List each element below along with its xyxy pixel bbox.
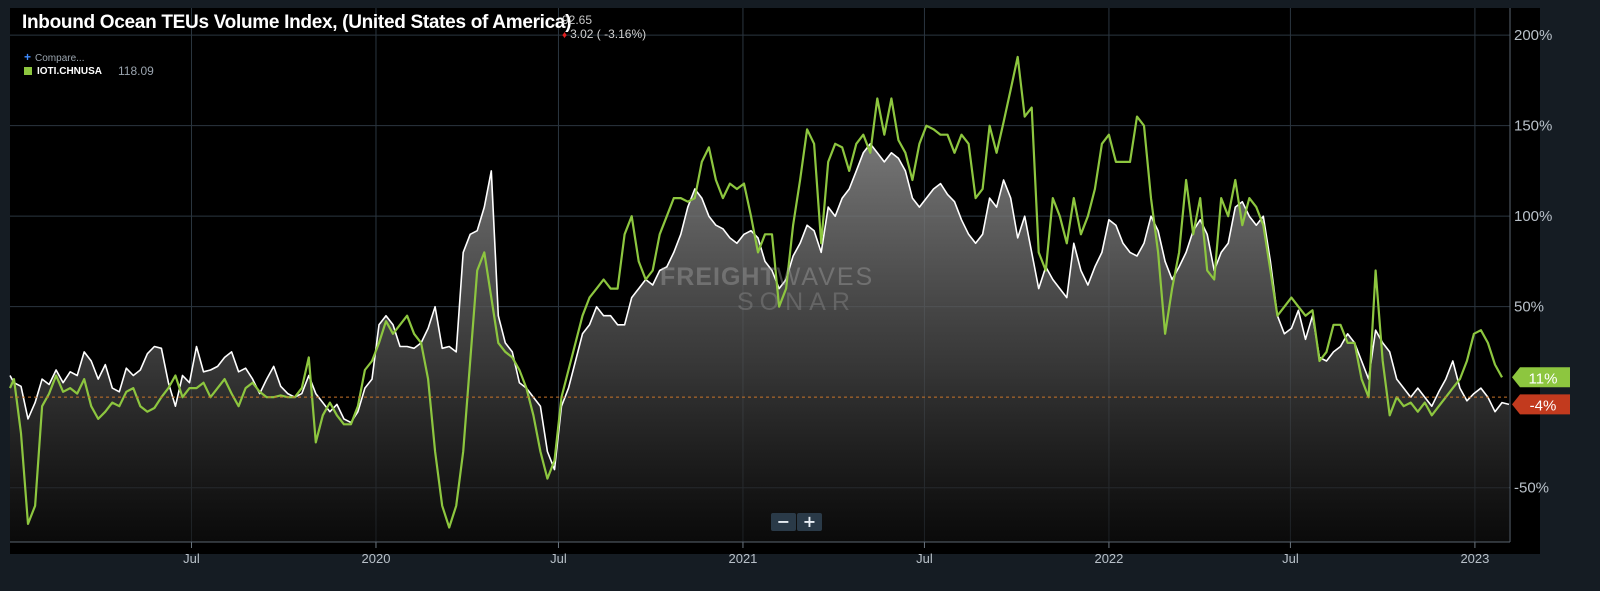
legend-swatch (24, 67, 32, 75)
x-tick-label: 2022 (1094, 551, 1123, 566)
end-value-text: 11% (1529, 370, 1558, 387)
plus-icon: + (24, 50, 32, 64)
y-tick-label: -50% (1514, 480, 1549, 497)
x-tick-label: Jul (1282, 551, 1299, 566)
end-value-text: -4% (1530, 397, 1557, 414)
zoom-out-button[interactable]: − (771, 513, 796, 531)
x-tick-label: Jul (550, 551, 567, 566)
end-value-label: 11% (1512, 367, 1570, 388)
chart-title: Inbound Ocean TEUs Volume Index, (United… (22, 12, 572, 33)
series-area-fill (10, 143, 1509, 543)
end-value-badge (1512, 394, 1570, 415)
legend-entry[interactable]: IOTI.CHNUSA 118.09 (24, 64, 154, 78)
x-tick-label: 2020 (362, 551, 391, 566)
end-value-label: -4% (1512, 394, 1570, 415)
y-tick-label: 100% (1514, 208, 1552, 225)
compare-label: Compare... (35, 53, 85, 64)
x-tick-label: 2023 (1460, 551, 1489, 566)
change-readout: ♦ 3.02 ( -3.16%) (562, 27, 646, 41)
zoom-in-button[interactable]: + (797, 513, 822, 531)
axis-layer: -50% 50% 100% 150% 200% Jul 2020 Jul 2021 Jul 2022… (10, 8, 1552, 566)
series-line-ioti-chnusa (8, 55, 1503, 529)
line-layer (8, 55, 1510, 529)
y-tick-label: 50% (1514, 299, 1544, 316)
end-value-badge (1512, 367, 1570, 388)
legend-ticker: IOTI.CHNUSA (37, 65, 102, 77)
down-arrow-icon: ♦ (562, 30, 568, 41)
x-tick-label: 2021 (728, 551, 757, 566)
zoom-controls: − + (771, 513, 823, 531)
x-tick-label: Jul (183, 551, 200, 566)
last-value: 92.65 (562, 13, 593, 27)
y-tick-label: 150% (1514, 118, 1552, 135)
end-label-layer: 11% -4% (1512, 367, 1570, 415)
legend-value: 118.09 (118, 64, 154, 78)
y-tick-label: 200% (1514, 27, 1552, 44)
x-tick-label: Jul (916, 551, 933, 566)
change-text: 3.02 ( -3.16%) (570, 27, 647, 41)
compare-button[interactable]: + Compare... (24, 50, 84, 64)
area-layer (10, 143, 1509, 543)
